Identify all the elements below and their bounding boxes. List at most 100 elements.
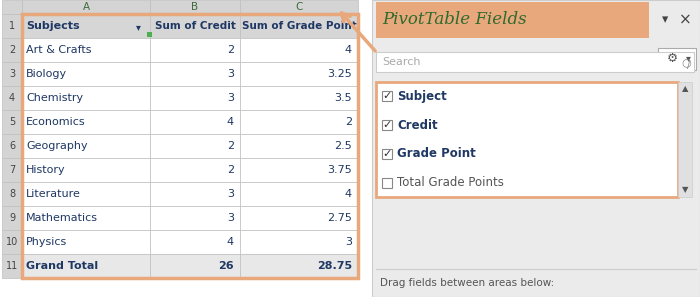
Bar [22, 206, 150, 230]
Bar [150, 62, 240, 86]
Bar [150, 86, 240, 110]
Text: 3: 3 [9, 69, 15, 79]
Bar [22, 254, 150, 278]
Text: 8: 8 [9, 189, 15, 199]
Text: 4: 4 [345, 45, 352, 55]
Text: ✓: ✓ [382, 91, 392, 101]
Bar [150, 230, 240, 254]
Bar [240, 134, 358, 158]
Text: ×: × [678, 12, 692, 28]
Bar [22, 62, 150, 86]
Bar [240, 62, 358, 86]
Bar [22, 14, 358, 278]
Text: 2: 2 [227, 165, 234, 175]
Text: Geography: Geography [26, 141, 88, 151]
Text: B: B [191, 2, 199, 12]
Bar [240, 86, 358, 110]
Text: PivotTable Fields: PivotTable Fields [382, 12, 526, 29]
Text: 2.5: 2.5 [335, 141, 352, 151]
Bar [2, 38, 22, 62]
Bar [2, 230, 22, 254]
Bar [240, 206, 358, 230]
Text: Drag fields between areas below:: Drag fields between areas below: [380, 278, 554, 288]
Bar [240, 14, 358, 38]
Text: ▼: ▼ [682, 186, 688, 195]
Text: /: / [687, 60, 691, 70]
Bar [240, 254, 358, 278]
Bar [22, 158, 150, 182]
Bar [376, 52, 694, 72]
Text: Physics: Physics [26, 237, 67, 247]
Text: 11: 11 [6, 261, 18, 271]
Text: 3: 3 [227, 69, 234, 79]
Bar [240, 110, 358, 134]
Bar [2, 158, 22, 182]
Bar [150, 158, 240, 182]
Bar [2, 86, 22, 110]
Bar [22, 182, 150, 206]
Text: 4: 4 [227, 237, 234, 247]
Text: 2: 2 [345, 117, 352, 127]
Bar [2, 206, 22, 230]
Bar [372, 0, 700, 297]
Bar [22, 14, 150, 38]
Text: 10: 10 [6, 237, 18, 247]
Text: ▾: ▾ [662, 13, 668, 26]
Text: Grand Total: Grand Total [26, 261, 98, 271]
Text: ✓: ✓ [382, 149, 392, 159]
Bar [150, 38, 240, 62]
Bar [382, 120, 392, 130]
Bar [150, 254, 240, 278]
Bar [22, 38, 150, 62]
Bar [2, 62, 22, 86]
Bar [240, 158, 358, 182]
Text: Sum of Grade Point: Sum of Grade Point [241, 21, 356, 31]
Text: 3: 3 [345, 237, 352, 247]
Text: 3: 3 [227, 213, 234, 223]
Text: Choose fields to add to report:: Choose fields to add to report: [380, 53, 540, 63]
Text: Sum of Credit: Sum of Credit [155, 21, 235, 31]
Text: Total Grade Points: Total Grade Points [397, 176, 504, 189]
Text: Art & Crafts: Art & Crafts [26, 45, 92, 55]
Text: Subjects: Subjects [26, 21, 80, 31]
Bar [240, 38, 358, 62]
Bar [22, 86, 150, 110]
Bar [2, 182, 22, 206]
Bar [2, 254, 22, 278]
Text: A: A [83, 2, 90, 12]
Text: 7: 7 [9, 165, 15, 175]
Text: 4: 4 [9, 93, 15, 103]
Bar [658, 48, 696, 70]
Bar [150, 110, 240, 134]
Text: C: C [295, 2, 302, 12]
Bar [147, 32, 152, 37]
Bar [240, 0, 358, 14]
Bar [2, 134, 22, 158]
Text: 9: 9 [9, 213, 15, 223]
Text: Search: Search [382, 57, 421, 67]
Bar [2, 14, 22, 38]
Text: 4: 4 [227, 117, 234, 127]
Text: 3: 3 [227, 189, 234, 199]
Text: ▾: ▾ [136, 22, 141, 32]
Text: ⚙: ⚙ [666, 51, 678, 64]
Text: Chemistry: Chemistry [26, 93, 83, 103]
Bar [376, 82, 678, 197]
Text: ▲: ▲ [682, 85, 688, 94]
Text: 26: 26 [218, 261, 234, 271]
Bar [2, 110, 22, 134]
Text: ✓: ✓ [382, 120, 392, 130]
Text: ▾: ▾ [685, 53, 690, 63]
Text: 3: 3 [227, 93, 234, 103]
Bar [150, 0, 240, 14]
Bar [150, 134, 240, 158]
Bar [22, 0, 150, 14]
Text: 28.75: 28.75 [317, 261, 352, 271]
Text: Subject: Subject [397, 90, 447, 103]
Text: ○: ○ [681, 57, 691, 67]
Text: 4: 4 [345, 189, 352, 199]
Bar [382, 149, 392, 159]
Text: History: History [26, 165, 66, 175]
Text: 3.5: 3.5 [335, 93, 352, 103]
Bar [150, 206, 240, 230]
